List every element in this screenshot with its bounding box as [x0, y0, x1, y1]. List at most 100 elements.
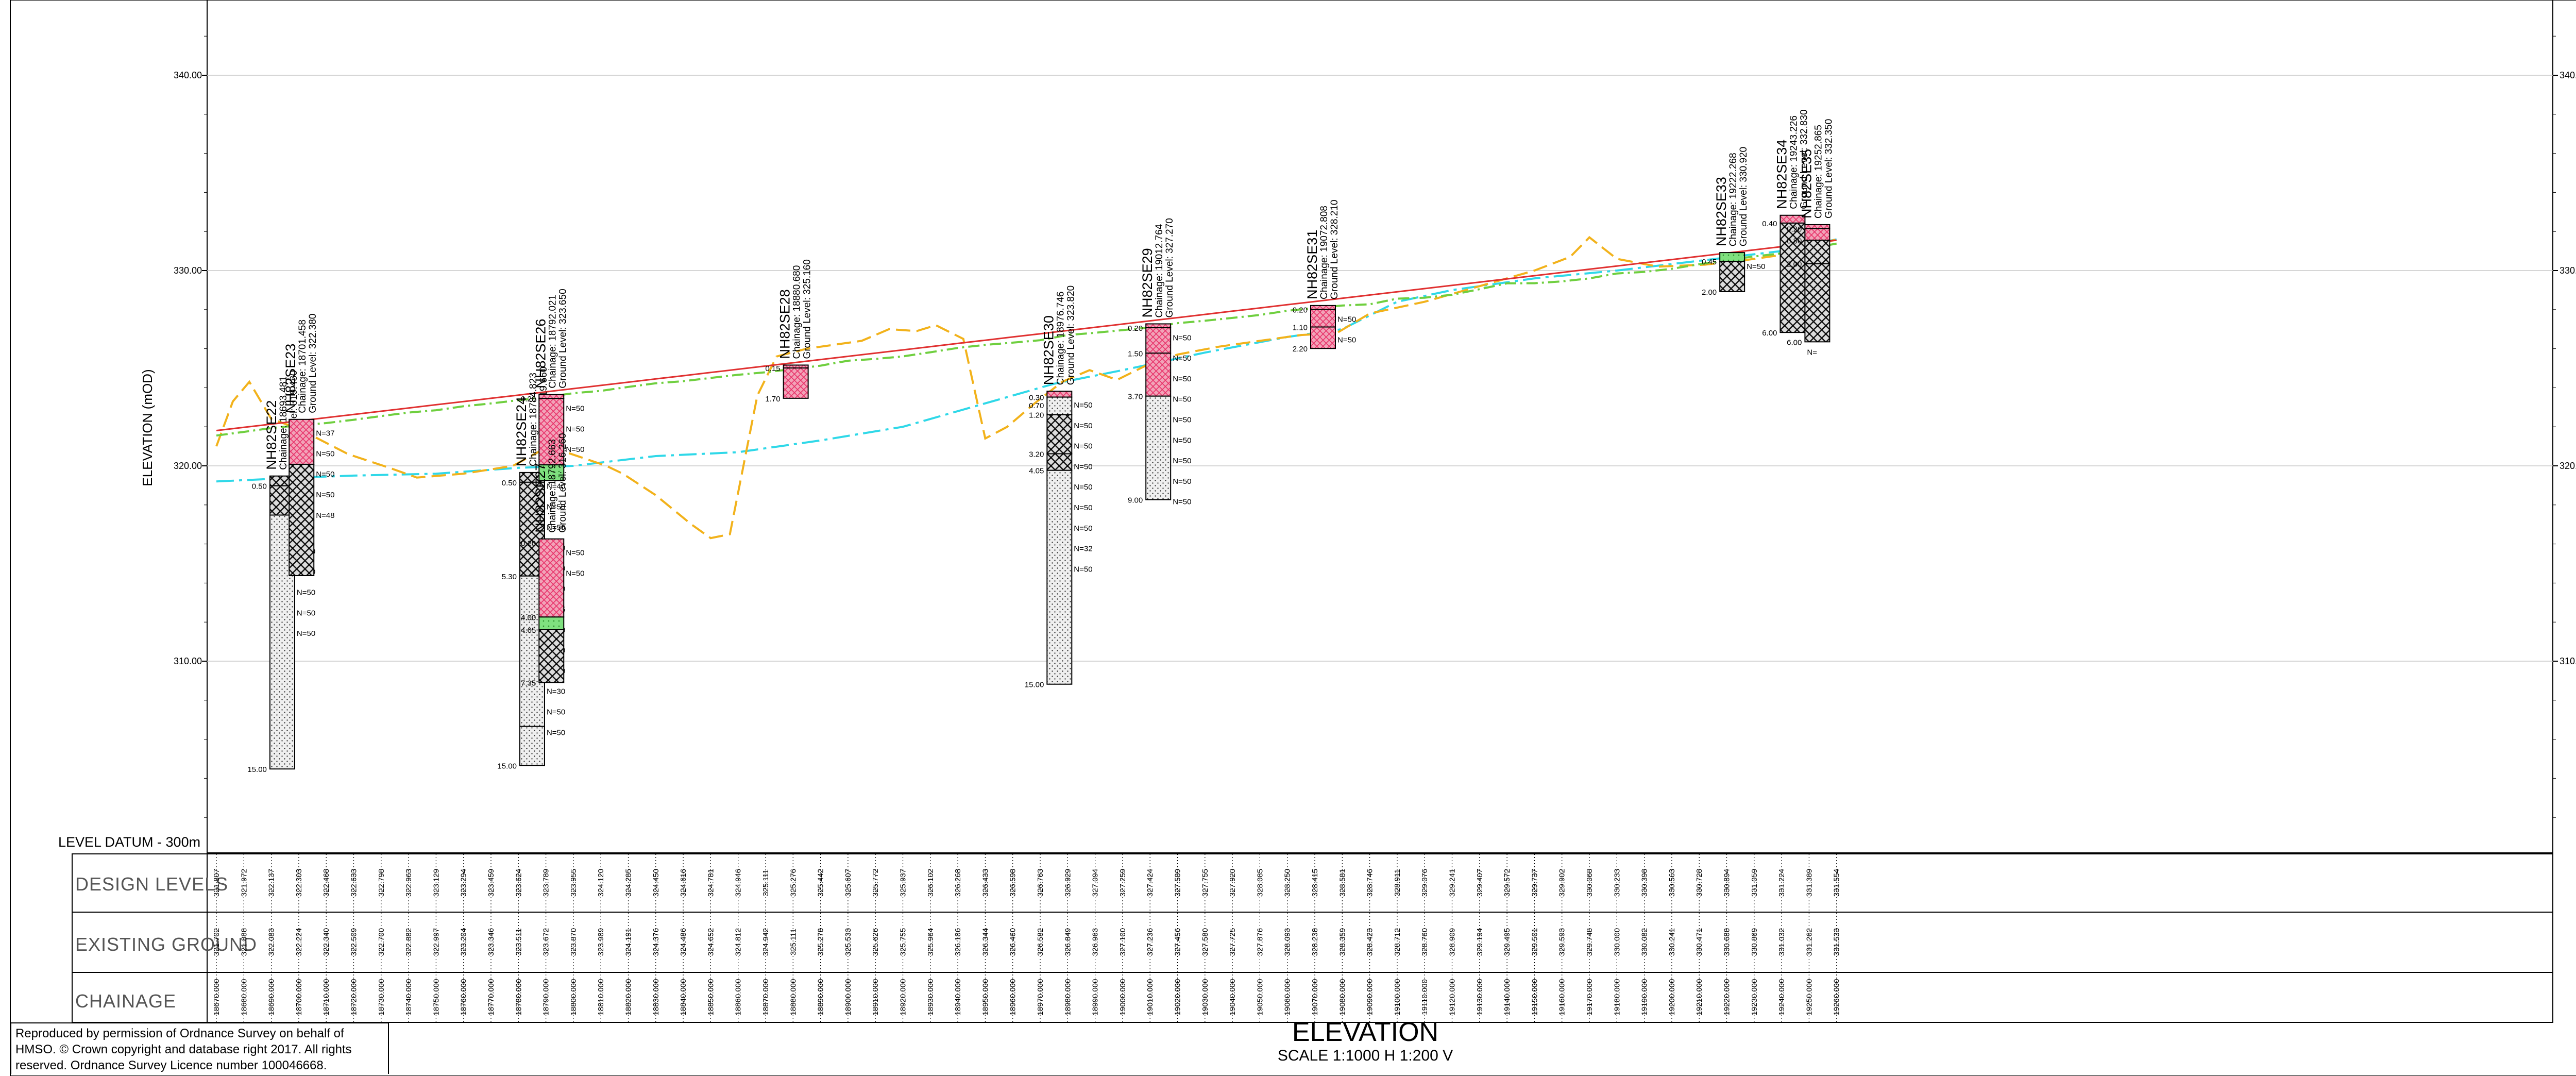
chainage-value: 19090.000 — [1366, 979, 1375, 1016]
borehole-chainage: Chainage: 19222.268 — [1728, 153, 1739, 246]
design-level-value: 329.902 — [1558, 869, 1567, 897]
chainage-value: 18980.000 — [1063, 979, 1072, 1016]
spt-n-value: N=50 — [1074, 462, 1092, 471]
depth-label: 2.20 — [1293, 345, 1308, 354]
spt-n-value: N=48 — [316, 511, 334, 520]
copyright-notice: Reproduced by permission of Ordnance Sur… — [10, 1022, 389, 1074]
borehole-chainage: Chainage: 18693.481 — [278, 376, 289, 470]
borehole-stratum — [783, 367, 809, 399]
borehole-ground-level: Ground Level: 332.830 — [1799, 109, 1809, 209]
design-level-value: 325.772 — [871, 869, 880, 897]
existing-ground-value: 327.100 — [1118, 928, 1127, 956]
chainage-value: 19160.000 — [1558, 979, 1567, 1016]
design-level-value: 324.946 — [734, 869, 743, 897]
borehole-stratum — [289, 418, 315, 465]
depth-label: 4.00 — [521, 613, 536, 622]
design-level-value: 322.468 — [322, 869, 331, 897]
spt-n-value: N=50 — [1173, 498, 1191, 507]
drawing-title-block: ELEVATION SCALE 1:1000 H 1:200 V — [1185, 1018, 1546, 1065]
depth-label: 1.70 — [765, 395, 780, 404]
spt-n-value: N=50 — [547, 523, 565, 532]
existing-ground-value: 328.093 — [1283, 928, 1292, 956]
existing-ground-value: 331.533 — [1833, 928, 1841, 956]
borehole-ground-level: Ground Level: 332.350 — [1823, 119, 1834, 218]
borehole-id: NH82SE27 — [533, 463, 548, 533]
spt-n-value: N=50 — [1747, 262, 1765, 271]
existing-ground-value: 330.241 — [1668, 928, 1676, 956]
spt-n-value: N=50 — [1337, 315, 1356, 324]
depth-label: 0.15 — [765, 364, 780, 373]
borehole-stratum — [1780, 222, 1806, 333]
depth-label: 0.20 — [1787, 225, 1802, 234]
spt-n-value: N=50 — [297, 589, 315, 597]
spt-n-value: N=50 — [1074, 503, 1092, 512]
chainage-value: 18740.000 — [404, 979, 413, 1016]
chainage-value: 18780.000 — [514, 979, 523, 1016]
borehole-nh82se27: 0.204.004.657.35N=50N=50NH82SE27Chainage… — [521, 433, 584, 687]
spt-n-value: N=50 — [547, 708, 565, 716]
depth-label: 0.20 — [521, 539, 536, 548]
spt-n-value: N=32 — [1074, 545, 1092, 553]
design-level-value: 324.616 — [679, 869, 688, 897]
chainage-value: 19020.000 — [1174, 979, 1182, 1016]
borehole-ground-level: Ground Level: 325.160 — [802, 259, 813, 359]
depth-label: 0.20 — [1128, 324, 1143, 333]
chainage-value: 19150.000 — [1530, 979, 1539, 1016]
design-level-value: 328.085 — [1256, 869, 1264, 897]
spt-n-value: N=50 — [1074, 442, 1092, 451]
existing-ground-value: 321.888 — [240, 928, 248, 956]
borehole-id: NH82SE35 — [1799, 149, 1814, 218]
chainage-value: 18900.000 — [844, 979, 853, 1016]
table-values: 321.807 321.702 18670.000 321.972 321.888 186… — [212, 854, 1841, 1022]
spt-n-value: N=50 — [1337, 335, 1356, 344]
design-level-value: 330.894 — [1723, 869, 1732, 897]
spt-n-value: N=50 — [566, 405, 584, 413]
row-title-chainage: CHAINAGE — [75, 990, 176, 1012]
spt-n-value: N=50 — [1173, 395, 1191, 404]
borehole-stratum — [1145, 352, 1172, 397]
elevation-tick-label: 340.00 — [2560, 70, 2576, 80]
spt-n-value: N=50 — [1173, 354, 1191, 363]
chainage-value: 18710.000 — [322, 979, 331, 1016]
borehole-chainage: Chainage: 18976.746 — [1055, 292, 1066, 385]
borehole-stratum — [1719, 261, 1745, 292]
chainage-value: 18940.000 — [954, 979, 962, 1016]
elevation-tick-label: 310.00 — [2560, 656, 2576, 666]
chainage-value: 18800.000 — [569, 979, 578, 1016]
design-level-value: 323.624 — [514, 869, 523, 897]
existing-ground-value: 323.870 — [569, 928, 578, 956]
design-level-value: 326.598 — [1009, 869, 1018, 897]
chainage-value: 18850.000 — [706, 979, 715, 1016]
depth-label: 2.00 — [1787, 260, 1802, 269]
design-level-value: 324.450 — [652, 869, 660, 897]
design-level-value: 326.268 — [954, 869, 962, 897]
design-level-value: 329.572 — [1503, 869, 1512, 897]
borehole-stratum — [1046, 396, 1073, 415]
design-level-value: 329.241 — [1448, 869, 1457, 897]
existing-ground-value: 329.748 — [1585, 928, 1594, 956]
chainage-value: 18770.000 — [487, 979, 496, 1016]
existing-ground-value: 324.486 — [679, 928, 688, 956]
elevation-axis-labels-left: 340.00 330.00 320.00 310.00 — [174, 70, 202, 666]
chainage-value: 19110.000 — [1420, 979, 1429, 1015]
design-level-value: 330.728 — [1695, 869, 1704, 897]
chainage-value: 19170.000 — [1585, 979, 1594, 1016]
borehole-id: NH82SE29 — [1140, 248, 1155, 317]
chainage-value: 18860.000 — [734, 979, 743, 1016]
borehole-id: NH82SE24 — [514, 397, 529, 466]
chainage-value: 19210.000 — [1695, 979, 1704, 1016]
design-level-value: 327.259 — [1118, 869, 1127, 897]
design-level-value: 327.424 — [1146, 869, 1155, 897]
spt-n-value: N=50 — [566, 425, 584, 433]
spt-n-value: N=50 — [316, 449, 334, 458]
design-level-value: 330.233 — [1613, 869, 1621, 897]
design-level-value: 331.554 — [1833, 869, 1841, 897]
y-axis-title: ELEVATION (mOD) — [140, 369, 155, 486]
existing-ground-value: 322.509 — [350, 928, 359, 956]
design-level-value: 323.789 — [542, 869, 551, 897]
design-level-value: 325.607 — [844, 869, 853, 897]
chainage-value: 18920.000 — [899, 979, 908, 1016]
row-title-existing-ground: EXISTING GROUND — [75, 934, 257, 955]
borehole-stratum — [538, 538, 565, 618]
